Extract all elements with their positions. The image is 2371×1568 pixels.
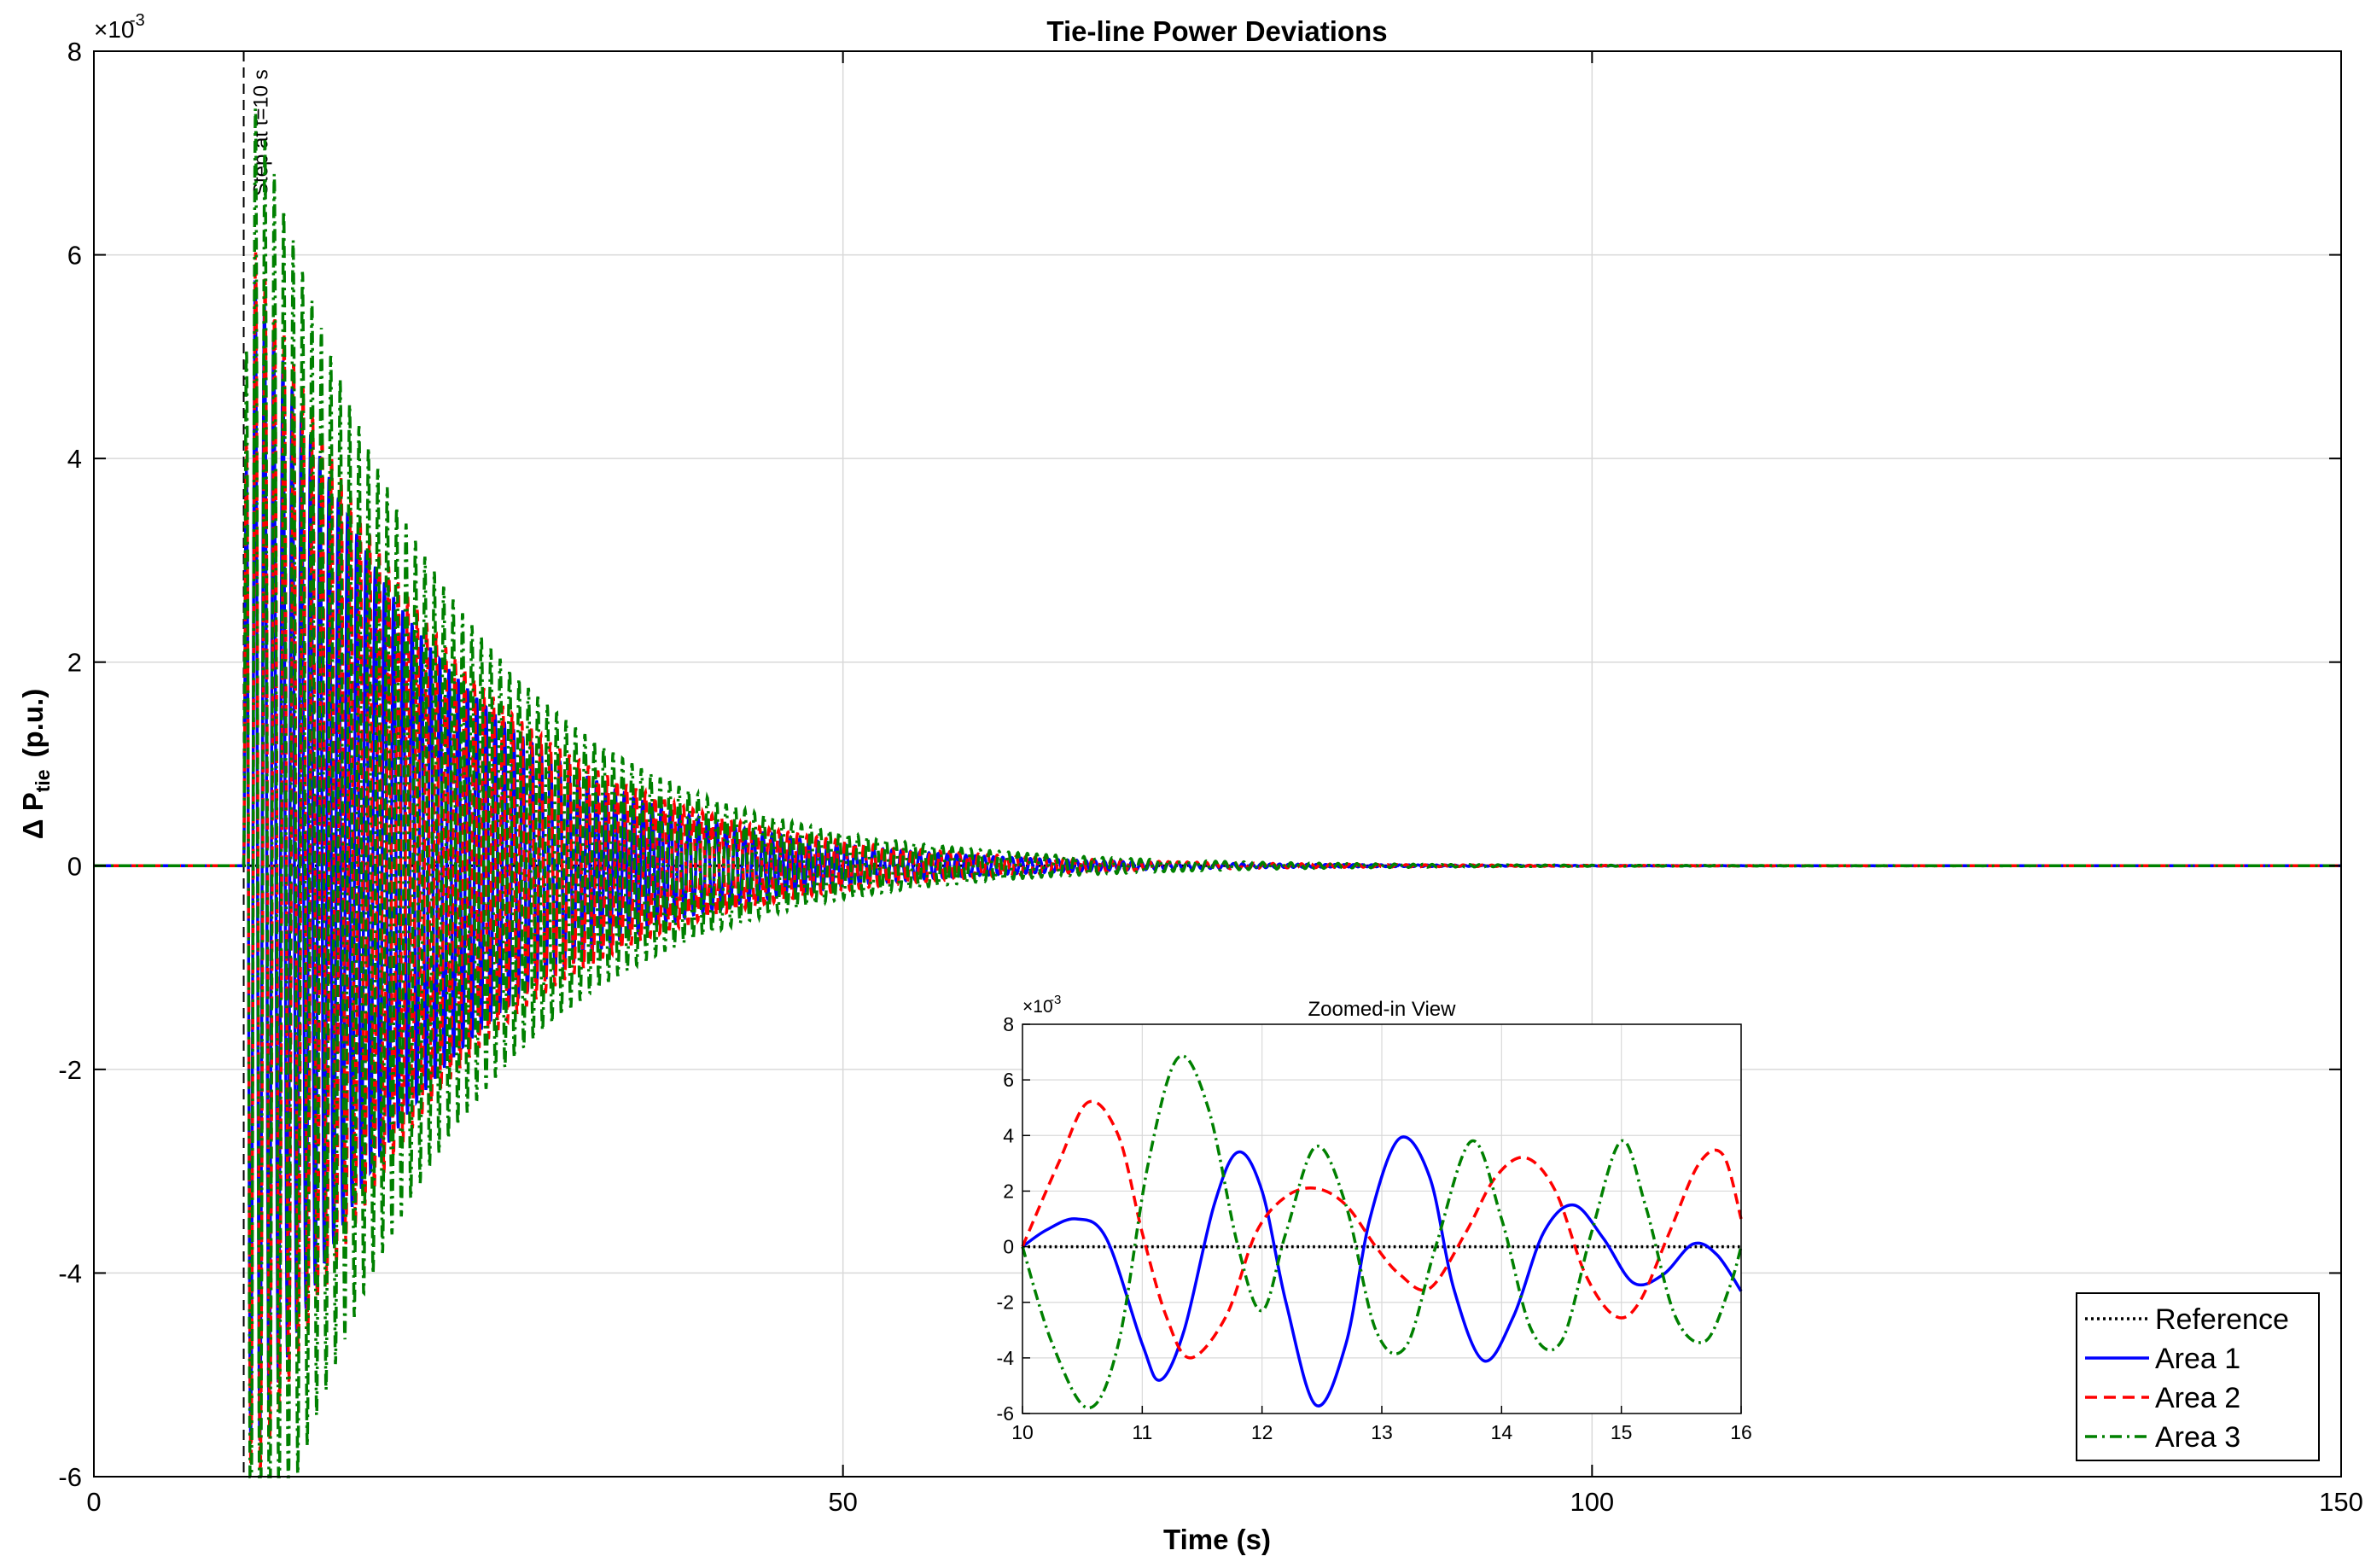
inset-x-tick-label: 14	[1491, 1421, 1513, 1443]
inset-y-tick-label: 2	[1003, 1180, 1014, 1202]
legend: Reference Area 1 Area 2 Area 3	[2076, 1292, 2320, 1461]
main-x-tick-label: 100	[1570, 1487, 1614, 1517]
inset-y-tick-label: -2	[997, 1291, 1014, 1314]
inset-title: Zoomed-in View	[1308, 998, 1457, 1021]
inset-ticks: 10 11 12 13 14 15 16 -6 -4 -2 0 2 4 6 8	[997, 1013, 1752, 1443]
inset-x-tick-label: 10	[1011, 1421, 1034, 1443]
main-y-tick-label: -6	[58, 1462, 82, 1492]
inset-series-area-1	[1021, 1135, 1743, 1408]
legend-label: Area 2	[2155, 1382, 2240, 1414]
inset-x-tick-label: 15	[1611, 1421, 1633, 1443]
main-x-tick-label: 50	[828, 1487, 857, 1517]
main-y-tick-label: -2	[58, 1055, 82, 1085]
inset-y-tick-label: 6	[1003, 1069, 1014, 1091]
inset-y-tick-label: 4	[1003, 1124, 1014, 1146]
main-y-tick-label: 6	[67, 241, 82, 271]
main-y-label-subscript: tie	[32, 769, 54, 792]
main-axes-frame	[93, 50, 2342, 1478]
inset-series-area-3	[1021, 1054, 1743, 1410]
inset-axes: 10 11 12 13 14 15 16 -6 -4 -2 0 2 4 6 8 ×10 -3 Zoomed-…	[997, 993, 1752, 1443]
legend-entries: Reference Area 1 Area 2 Area 3	[2085, 1303, 2289, 1454]
main-y-exponent-power: -3	[130, 11, 145, 30]
svg-text:Δ Ptie(p.u.): Δ Ptie (p.u.)	[17, 689, 54, 839]
step-annotation: Step at t=10 s	[250, 69, 273, 196]
legend-label: Reference	[2155, 1303, 2289, 1336]
main-y-tick-label: 2	[67, 648, 82, 678]
main-x-tick-label: 0	[86, 1487, 101, 1517]
main-series-area-3	[94, 108, 2341, 1478]
inset-x-tick-label: 16	[1730, 1421, 1752, 1443]
inset-y-tick-label: -4	[997, 1347, 1015, 1369]
legend-box	[2076, 1292, 2320, 1461]
main-y-tick-label: 4	[67, 444, 82, 474]
legend-label: Area 1	[2155, 1343, 2240, 1375]
main-y-tick-label: -4	[58, 1258, 82, 1288]
inset-x-tick-label: 11	[1132, 1421, 1152, 1443]
main-x-label: Time (s)	[1163, 1524, 1271, 1555]
inset-series-group	[1021, 1054, 1743, 1410]
main-y-label-main: Δ P	[17, 792, 49, 839]
main-y-tick-label: 8	[67, 37, 82, 67]
inset-y-tick-label: 0	[1003, 1236, 1014, 1258]
main-title: Tie-line Power Deviations	[1046, 15, 1387, 47]
inset-y-exponent-base: ×10	[1022, 997, 1053, 1017]
main-y-exponent-base: ×10	[94, 16, 135, 43]
main-y-tick-label: 0	[67, 851, 82, 881]
main-y-label-unit: (p.u.)	[17, 689, 49, 758]
inset-x-tick-label: 12	[1251, 1421, 1273, 1443]
inset-y-tick-label: -6	[997, 1402, 1014, 1425]
main-series-group	[94, 108, 2341, 1478]
main-y-label: Δ Ptie (p.u.)	[17, 689, 54, 839]
legend-label: Area 3	[2155, 1421, 2240, 1454]
inset-y-exponent-power: -3	[1050, 993, 1061, 1007]
inset-x-tick-label: 13	[1371, 1421, 1393, 1443]
main-x-tick-label: 150	[2319, 1487, 2363, 1517]
inset-y-tick-label: 8	[1003, 1013, 1014, 1035]
